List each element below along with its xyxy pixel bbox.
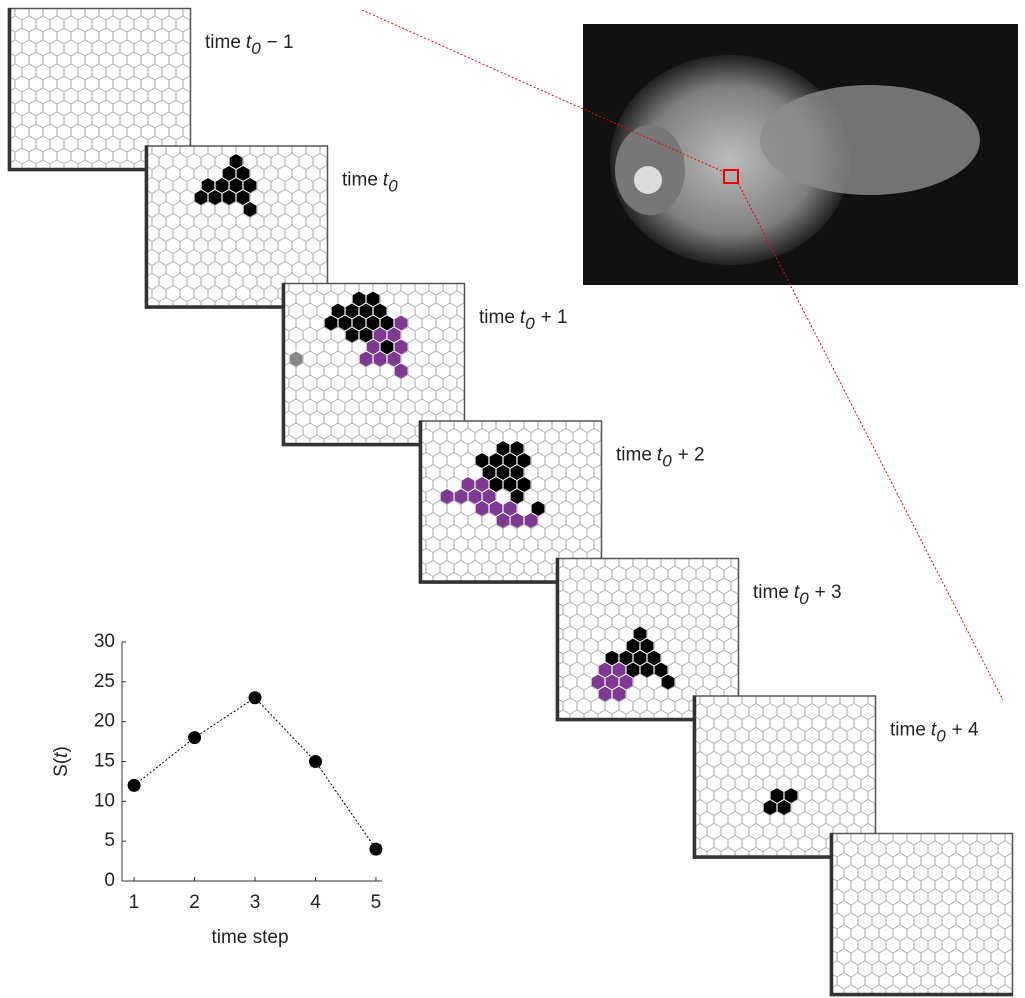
label-sub: 0 [799, 589, 809, 608]
label-suffix: + 3 [815, 582, 842, 603]
y-tick-label: 25 [94, 671, 115, 692]
label-sub: 0 [525, 314, 535, 333]
label-suffix: + 2 [678, 445, 705, 466]
y-label-prefix: S( [51, 757, 72, 777]
y-tick-label: 5 [104, 830, 115, 851]
y-tick-label: 30 [94, 631, 115, 652]
label-suffix: − 1 [267, 32, 294, 53]
data-point [188, 731, 201, 744]
data-point [128, 779, 141, 792]
data-point [309, 755, 322, 768]
y-tick-label: 15 [94, 751, 115, 772]
x-tick-label: 5 [371, 892, 382, 913]
label-suffix: + 1 [541, 307, 568, 328]
label-prefix: time [205, 32, 241, 53]
y-tick-label: 0 [104, 870, 115, 891]
y-axis-label: S(t) [51, 746, 72, 777]
hex-frame [809, 829, 1025, 998]
figure: 0 5 10 15 20 25 30 1 2 3 4 5 time step S(t) timet0 − 1… [0, 0, 1025, 998]
page: 0 5 10 15 20 25 30 1 2 3 4 5 time step S(t) timet0 − 1… [0, 0, 1025, 998]
chart: 0 5 10 15 20 25 30 1 2 3 4 5 time step S(t) [51, 631, 382, 948]
y-tick-label: 10 [94, 790, 115, 811]
x-tick-label: 2 [189, 892, 200, 913]
data-point [249, 691, 262, 704]
x-axis-label: time step [211, 927, 288, 948]
label-sub: 0 [662, 452, 672, 471]
y-label-suffix: ) [51, 746, 72, 752]
label-prefix: time [753, 582, 789, 603]
x-tick-label: 1 [129, 892, 140, 913]
y-tick-label: 20 [94, 711, 115, 732]
data-point [369, 843, 382, 856]
label-sub: 0 [388, 177, 398, 196]
label-prefix: time [616, 445, 652, 466]
label-prefix: time [890, 720, 926, 741]
brain-image [583, 24, 1018, 285]
label-sub: 0 [251, 39, 261, 58]
label-prefix: time [479, 307, 515, 328]
data-line [134, 698, 376, 849]
label-prefix: time [342, 170, 378, 191]
x-tick-label: 3 [250, 892, 261, 913]
label-suffix: + 4 [952, 720, 979, 741]
x-tick-label: 4 [310, 892, 321, 913]
label-sub: 0 [936, 727, 946, 746]
